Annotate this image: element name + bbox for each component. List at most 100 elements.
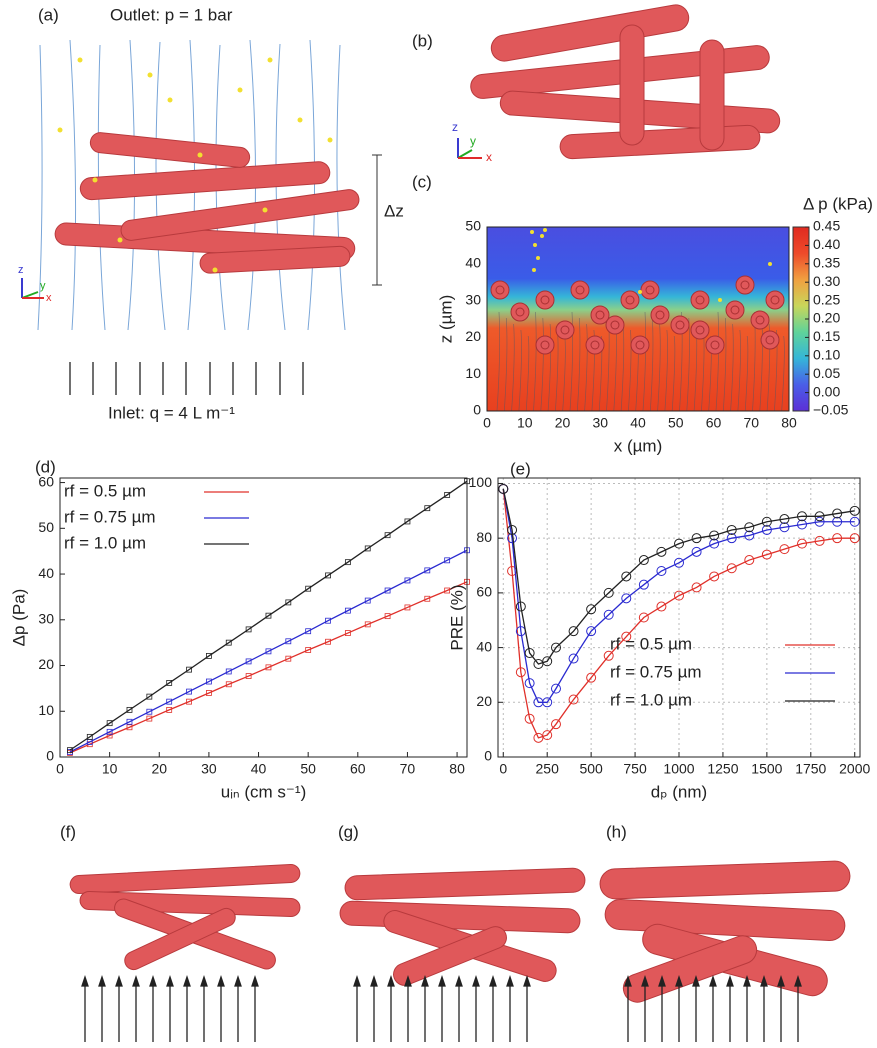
fiber-core bbox=[540, 295, 550, 305]
fiber-core bbox=[560, 325, 570, 335]
streamline bbox=[715, 311, 720, 412]
streamline bbox=[496, 311, 501, 412]
fiber-section bbox=[690, 290, 710, 310]
arrow-head bbox=[149, 974, 157, 987]
marker bbox=[603, 609, 614, 620]
marker bbox=[106, 728, 113, 735]
marker bbox=[744, 522, 755, 533]
x-tick-label: 2000 bbox=[839, 761, 870, 777]
marker bbox=[225, 639, 232, 646]
marker bbox=[166, 706, 173, 713]
arrow-head bbox=[641, 974, 649, 987]
y-tick-label: 80 bbox=[476, 529, 492, 545]
axis-x: x bbox=[486, 150, 492, 164]
marker bbox=[691, 546, 702, 557]
y-tick-label: 40 bbox=[38, 565, 54, 581]
arrow-head bbox=[675, 974, 683, 987]
marker bbox=[225, 681, 232, 688]
particle bbox=[543, 228, 547, 232]
y-tick-label: 30 bbox=[38, 610, 54, 626]
marker bbox=[621, 631, 632, 642]
streamline bbox=[744, 335, 749, 412]
marker bbox=[656, 601, 667, 612]
colorbar-title: Δ p (kPa) bbox=[803, 194, 873, 213]
marker bbox=[86, 733, 93, 740]
legend-label: rf = 0.75 µm bbox=[64, 507, 156, 526]
marker bbox=[533, 659, 544, 669]
fiber-section bbox=[760, 330, 780, 350]
marker bbox=[225, 668, 232, 675]
fiber-core bbox=[755, 315, 765, 325]
fiber-section bbox=[535, 290, 555, 310]
marker bbox=[146, 708, 153, 715]
streamline bbox=[737, 329, 741, 412]
y-tick-label: 20 bbox=[38, 656, 54, 672]
fiber-core bbox=[590, 340, 600, 350]
marker bbox=[568, 653, 579, 664]
particle bbox=[638, 290, 642, 294]
particle bbox=[262, 207, 268, 213]
x-tick-label: 30 bbox=[592, 415, 608, 431]
x-tick-label: 60 bbox=[706, 415, 722, 431]
marker bbox=[126, 706, 133, 713]
x-tick-label: 30 bbox=[201, 761, 217, 777]
marker bbox=[744, 530, 755, 541]
fiber-section bbox=[670, 315, 690, 335]
particle bbox=[297, 117, 303, 123]
fiber-core bbox=[635, 340, 645, 350]
particle bbox=[267, 57, 273, 63]
dz-label: Δz bbox=[384, 201, 404, 220]
x-tick-label: 70 bbox=[400, 761, 416, 777]
fiber-core bbox=[765, 335, 775, 345]
y-tick-label: 50 bbox=[465, 218, 481, 234]
axis-x: x bbox=[46, 292, 52, 304]
streamline bbox=[620, 323, 625, 412]
marker bbox=[404, 577, 411, 584]
fiber-section bbox=[620, 290, 640, 310]
fiber-core bbox=[740, 280, 750, 290]
x-tick-label: 80 bbox=[781, 415, 797, 431]
particle bbox=[536, 256, 540, 260]
x-tick-label: 1500 bbox=[751, 761, 782, 777]
y-tick-label: 0 bbox=[484, 748, 492, 764]
fiber-core bbox=[495, 285, 505, 295]
marker bbox=[444, 492, 451, 498]
x-tick-label: 10 bbox=[102, 761, 118, 777]
marker bbox=[779, 514, 790, 525]
x-tick-label: 40 bbox=[251, 761, 267, 777]
arrow-head bbox=[726, 974, 734, 987]
streamline bbox=[642, 311, 647, 412]
x-tick-label: 20 bbox=[151, 761, 167, 777]
colorbar-tick-label: 0.40 bbox=[813, 236, 840, 252]
marker bbox=[126, 718, 133, 725]
marker bbox=[814, 511, 825, 522]
x-tick-label: 70 bbox=[743, 415, 759, 431]
series-line bbox=[69, 480, 468, 751]
marker bbox=[515, 667, 526, 678]
particle bbox=[237, 87, 243, 93]
particle bbox=[57, 127, 63, 133]
arrow-head bbox=[624, 974, 632, 987]
x-tick-label: 80 bbox=[449, 761, 465, 777]
arrow-head bbox=[217, 974, 225, 987]
marker bbox=[507, 524, 518, 535]
colorbar-tick-label: 0.25 bbox=[813, 291, 840, 307]
colorbar-tick-label: −0.05 bbox=[813, 402, 849, 418]
fiber-section bbox=[510, 302, 530, 322]
streamline bbox=[547, 323, 552, 412]
marker bbox=[285, 655, 292, 662]
marker bbox=[186, 698, 192, 705]
marker bbox=[515, 601, 526, 612]
marker bbox=[797, 511, 808, 522]
x-tick-label: 0 bbox=[56, 761, 64, 777]
panel-label: (a) bbox=[38, 5, 59, 24]
streamline bbox=[584, 323, 588, 412]
fiber-core bbox=[645, 285, 655, 295]
streamline bbox=[722, 317, 727, 412]
fiber-section bbox=[650, 305, 670, 325]
marker bbox=[586, 672, 597, 683]
x-tick-label: 50 bbox=[668, 415, 684, 431]
streamline bbox=[591, 329, 595, 412]
colorbar-tick-label: 0.30 bbox=[813, 273, 840, 289]
colorbar-tick-label: 0.35 bbox=[813, 255, 840, 271]
